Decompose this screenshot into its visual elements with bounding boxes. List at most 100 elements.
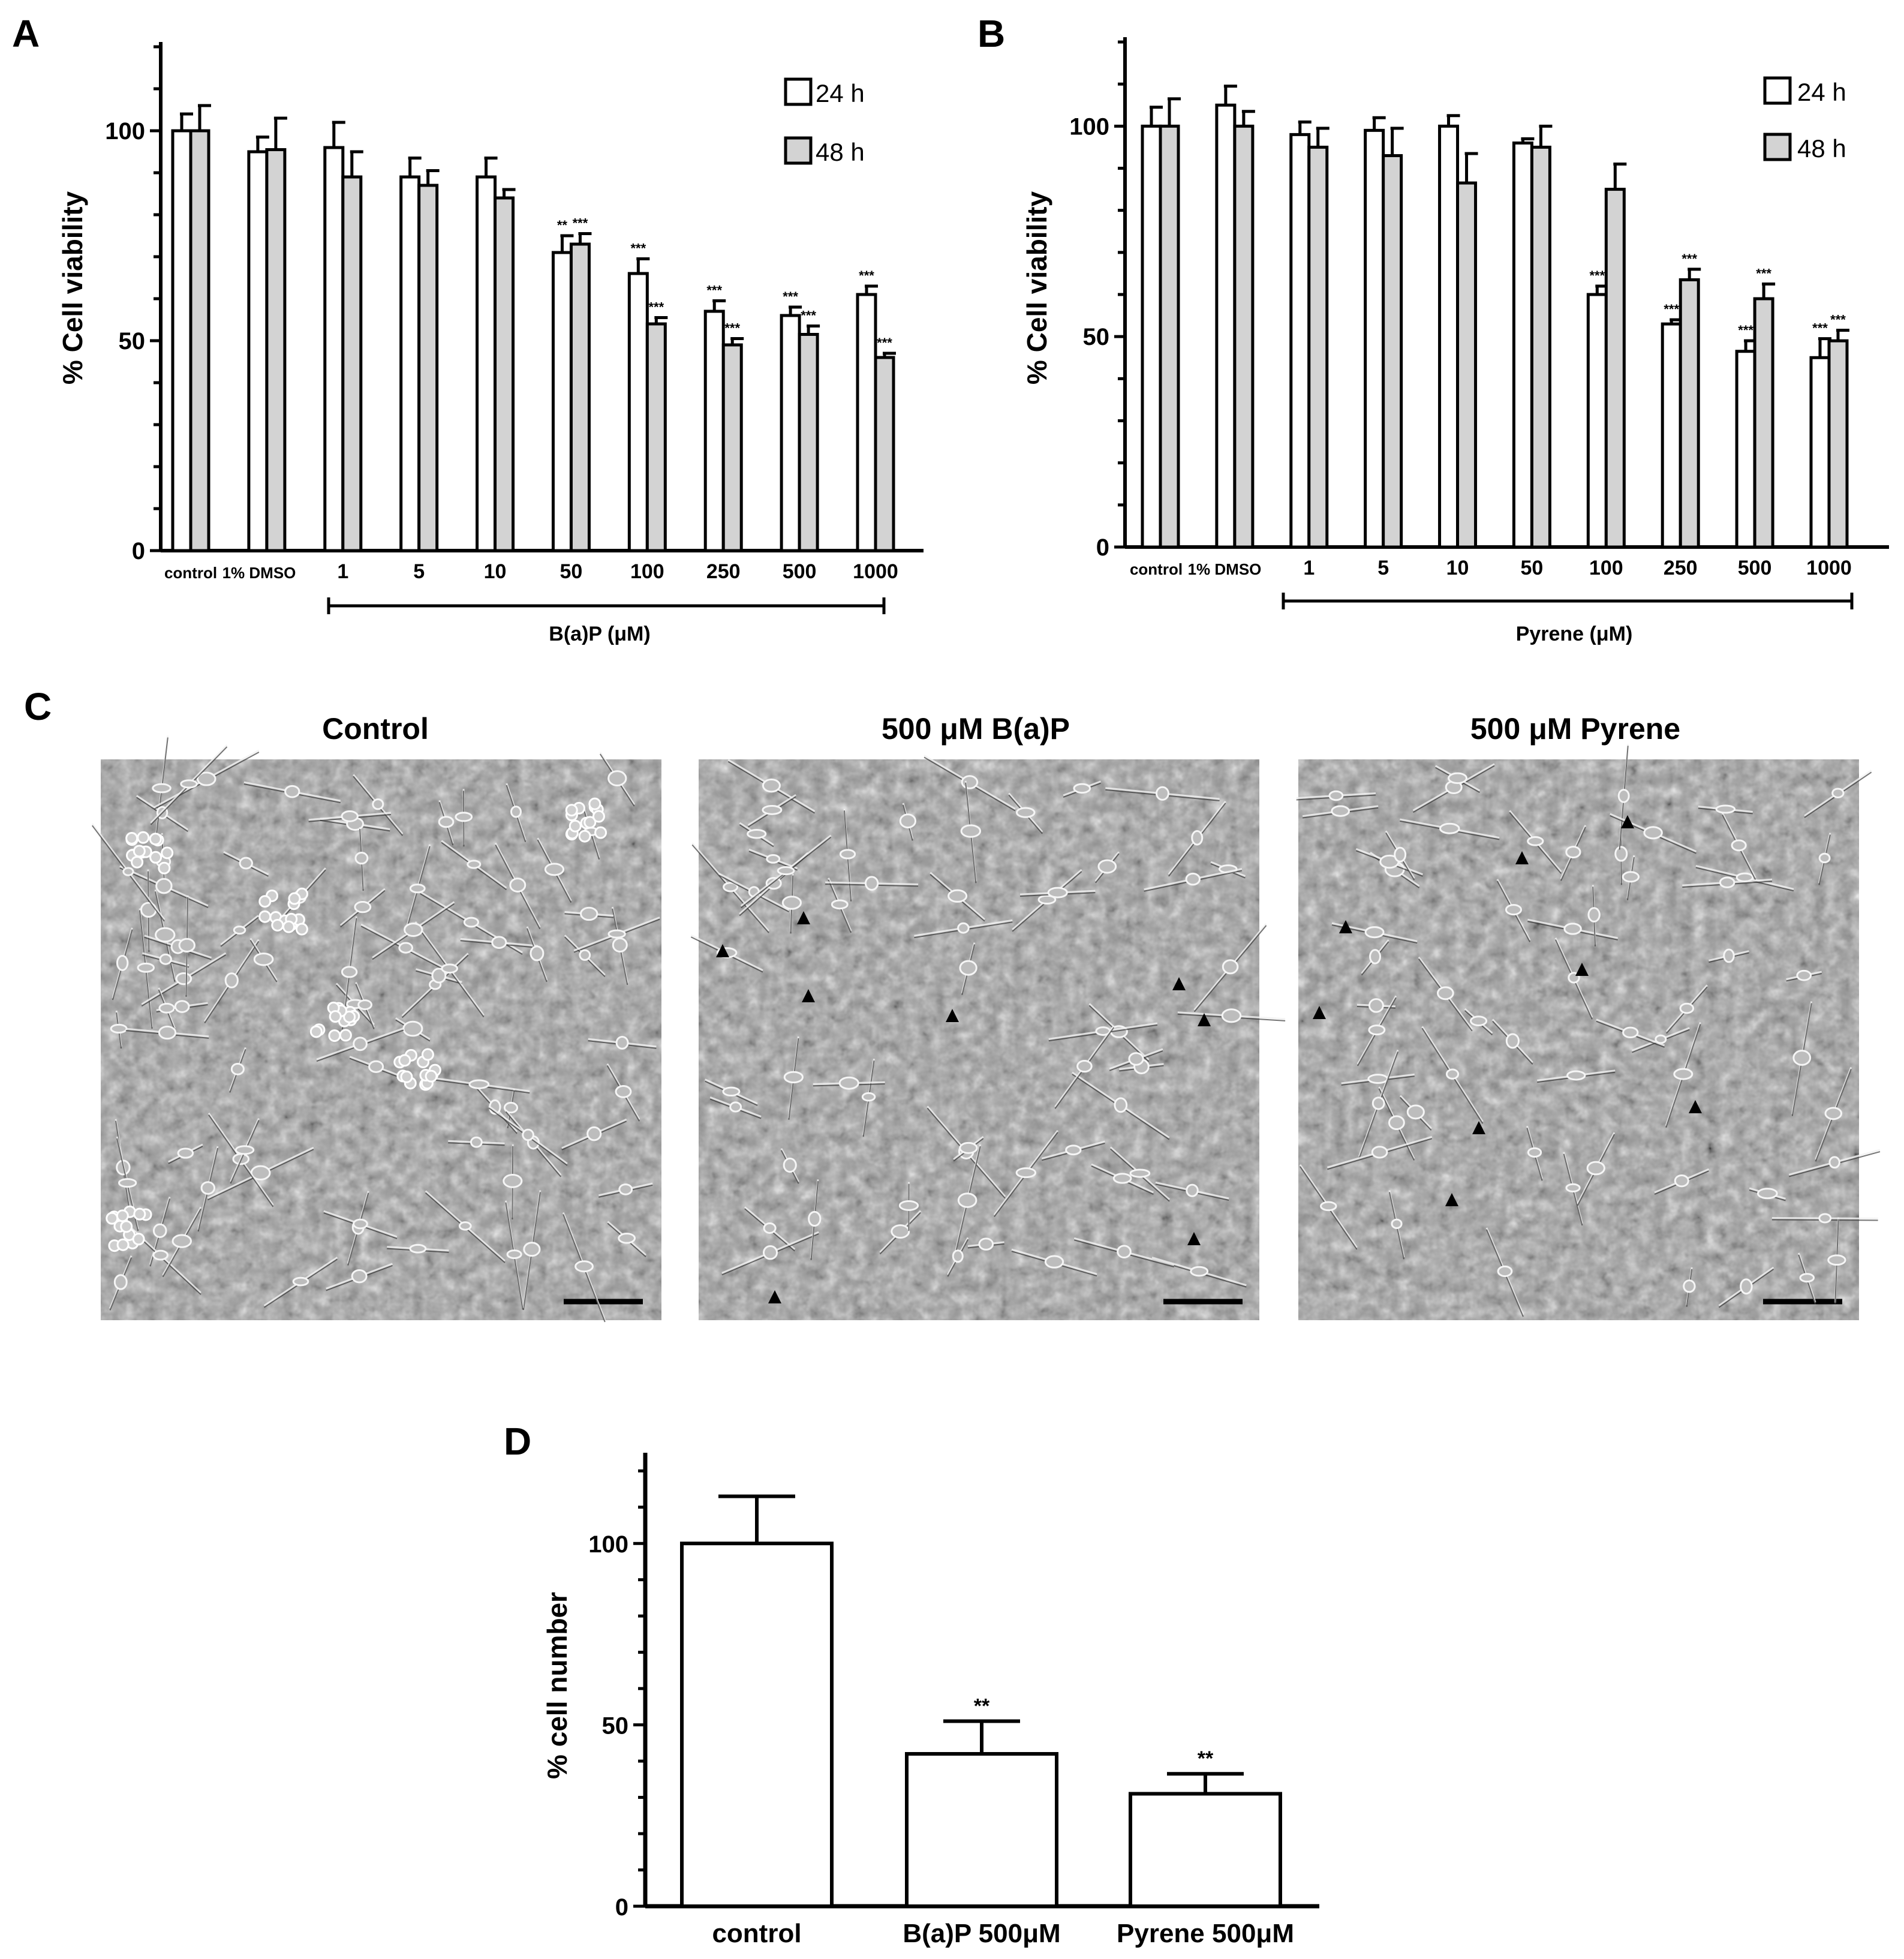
panel-b-legend-48h: 48 h xyxy=(1797,134,1846,163)
cell-body xyxy=(1565,1183,1581,1192)
arrowhead-marker xyxy=(1187,1232,1201,1245)
panel-letter-c: C xyxy=(24,685,52,728)
cell-body xyxy=(1047,887,1068,899)
cell-body xyxy=(1614,846,1628,862)
cell-body xyxy=(1368,1024,1386,1036)
cell-body xyxy=(341,810,359,822)
cell-body xyxy=(1527,1147,1542,1158)
bar xyxy=(171,129,192,552)
bar xyxy=(1159,124,1180,549)
arrowhead-marker xyxy=(1198,1013,1211,1026)
cell-body xyxy=(1828,1156,1840,1169)
bar xyxy=(476,175,497,552)
arrowhead-marker xyxy=(1339,920,1352,933)
cell-body xyxy=(1191,830,1204,846)
cell-body xyxy=(1715,804,1736,814)
cell-body xyxy=(234,1145,255,1155)
cell-body xyxy=(455,812,473,822)
x-tick-label: 5 xyxy=(413,560,425,583)
micrograph-title-control: Control xyxy=(322,712,429,746)
cell-body xyxy=(1655,1034,1667,1044)
cell-body xyxy=(1112,1173,1132,1184)
cell-body xyxy=(506,1249,522,1260)
cell-body xyxy=(510,806,522,818)
cell-body xyxy=(1394,846,1407,863)
x-tick-label: 1000 xyxy=(1806,557,1852,579)
cell-body xyxy=(783,1071,804,1084)
arrowhead-marker xyxy=(1172,977,1186,990)
bar xyxy=(494,196,515,552)
cell-body xyxy=(1406,1104,1425,1120)
cell-cluster xyxy=(282,920,295,933)
bar xyxy=(417,184,439,552)
x-tick-label: Pyrene 500μM xyxy=(1117,1919,1294,1948)
panel-b-chart: % Cell viability Pyrene (μM) 24 h 48 h 0… xyxy=(1021,37,1889,645)
significance-label: *** xyxy=(1812,321,1828,336)
significance-label: ** xyxy=(1198,1747,1214,1770)
cell-cluster xyxy=(343,1010,356,1023)
bar xyxy=(1129,1792,1282,1908)
cell-body xyxy=(579,949,591,961)
panel-a-legend-24h: 24 h xyxy=(816,79,865,107)
cell-body xyxy=(1505,1033,1520,1049)
x-tick-label: control xyxy=(1130,560,1183,578)
bar xyxy=(1827,339,1849,549)
x-tick-label: 250 xyxy=(706,560,741,583)
cell-body xyxy=(729,1101,742,1113)
cell-body xyxy=(959,960,977,976)
bar xyxy=(1661,322,1682,549)
cell-cluster xyxy=(149,833,162,846)
cell-body xyxy=(891,1224,910,1239)
micrograph-pyrene xyxy=(1298,759,1859,1320)
cell-body xyxy=(1740,1278,1753,1295)
arrowhead-marker xyxy=(1575,963,1589,976)
cell-cluster xyxy=(149,851,163,864)
cell-body xyxy=(357,999,372,1011)
cell-cluster xyxy=(329,1010,342,1023)
panel-b-legend-24h: 24 h xyxy=(1797,78,1846,106)
bar xyxy=(1809,356,1831,549)
cell-cluster xyxy=(120,1220,133,1233)
significance-label: *** xyxy=(801,308,816,323)
cell-cluster xyxy=(137,831,150,844)
cell-cluster xyxy=(425,1069,438,1083)
arrowhead-marker xyxy=(946,1009,959,1022)
bar xyxy=(1141,124,1162,549)
cell-body xyxy=(960,824,982,838)
x-tick-label: 500 xyxy=(783,560,817,583)
bar xyxy=(627,272,649,552)
cell-body xyxy=(957,922,970,934)
cell-body xyxy=(1563,923,1582,935)
cell-body xyxy=(607,929,626,939)
cell-body xyxy=(200,1181,216,1195)
cell-body xyxy=(574,1260,594,1273)
cell-body xyxy=(615,1035,629,1050)
significance-label: *** xyxy=(573,216,588,231)
panel-b-ylabel: % Cell viability xyxy=(1021,191,1052,385)
bar xyxy=(1307,145,1329,549)
micrograph-title-bap: 500 μM B(a)P xyxy=(882,712,1070,746)
cell-cluster xyxy=(161,846,174,860)
bar xyxy=(1679,278,1700,549)
cell-body xyxy=(230,1063,245,1075)
bar xyxy=(341,175,363,552)
bar xyxy=(874,356,895,552)
cell-body xyxy=(861,1092,876,1102)
x-tick-label: 1% DMSO xyxy=(222,564,296,582)
significance-label: *** xyxy=(724,321,740,336)
bar xyxy=(247,150,269,552)
cell-body xyxy=(762,779,781,793)
cell-body xyxy=(544,863,565,876)
panel-d-ylabel: % cell number xyxy=(542,1592,573,1779)
bar xyxy=(1364,128,1385,549)
cell-body xyxy=(783,1157,797,1173)
cell-body xyxy=(1723,948,1735,963)
significance-label: *** xyxy=(783,289,798,304)
cell-body xyxy=(612,937,628,953)
cell-body xyxy=(1128,1052,1144,1066)
arrowhead-marker xyxy=(1515,851,1529,864)
cell-body xyxy=(404,923,423,938)
bar xyxy=(1289,133,1311,549)
cell-body xyxy=(409,1243,427,1254)
bar xyxy=(721,343,743,552)
